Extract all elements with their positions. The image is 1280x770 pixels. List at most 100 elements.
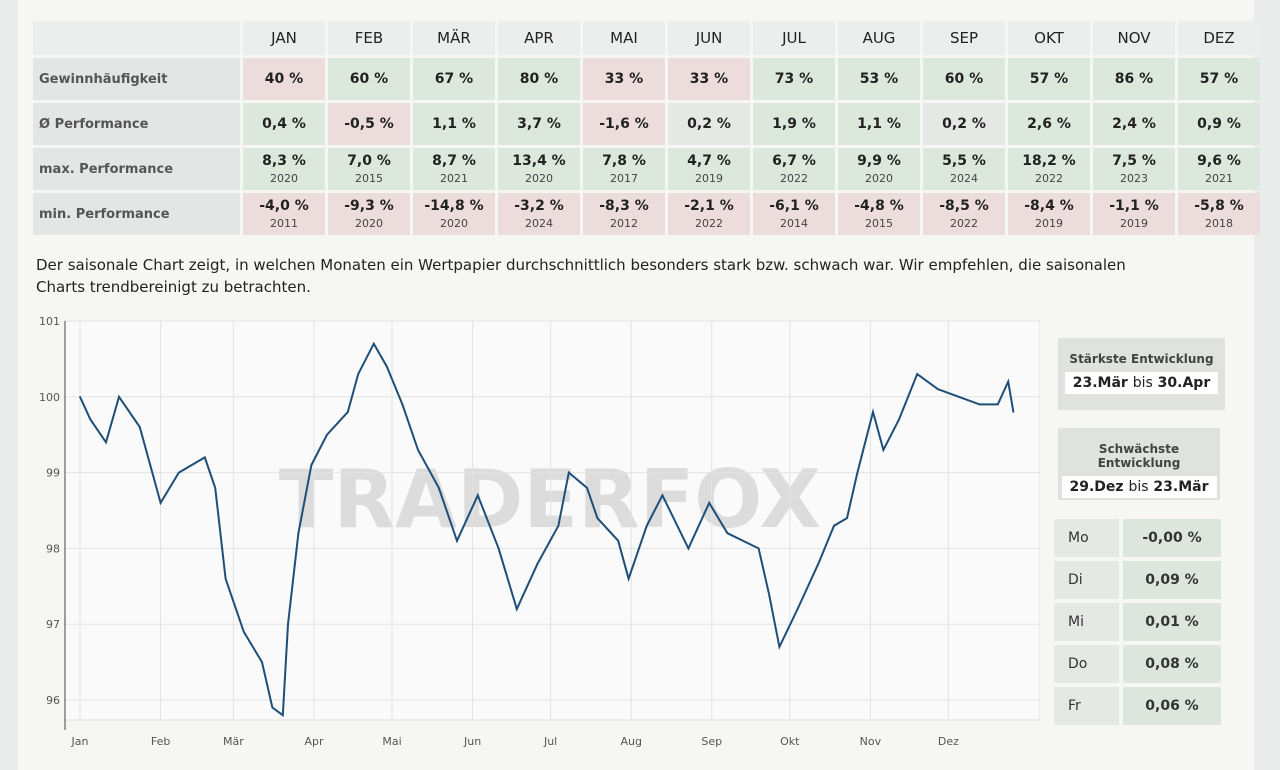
y-tick-label: 97 <box>46 618 60 631</box>
cell-value: 0,9 % <box>1197 116 1241 132</box>
cell-value: -1,6 % <box>599 116 649 132</box>
cell-value: 4,7 % <box>687 153 731 169</box>
cell-value: 33 % <box>604 71 644 87</box>
weekday-row: Mi 0,01 % <box>1054 603 1221 641</box>
cell-value: 0,4 % <box>262 116 306 132</box>
data-point <box>978 403 981 406</box>
x-tick-label: Nov <box>860 735 882 748</box>
seasonality-table: JAN FEB MÄR APR MAI JUN JUL AUG SEP OKT NOV DEZ Gewi… <box>30 18 1263 238</box>
cell-value: -14,8 % <box>424 198 484 214</box>
x-tick-label: Jul <box>543 735 557 748</box>
cell-value: 33 % <box>689 71 729 87</box>
x-tick-label: Mär <box>223 735 244 748</box>
table-cell: 9,6 % 2021 <box>1178 148 1260 190</box>
cell-value: 5,5 % <box>942 153 986 169</box>
data-point <box>178 471 180 474</box>
data-point <box>204 456 206 459</box>
row-label: Gewinnhäufigkeit <box>33 58 240 100</box>
data-point <box>833 524 835 527</box>
month-header: OKT <box>1008 21 1090 55</box>
x-tick-label: Dez <box>938 735 959 748</box>
table-cell: 8,7 % 2021 <box>413 148 495 190</box>
data-point <box>872 411 874 413</box>
table-cell: -6,1 % 2014 <box>753 193 835 235</box>
cell-year: 2024 <box>950 172 978 185</box>
cell-value: 13,4 % <box>512 153 566 169</box>
weekday-label: Mo <box>1054 519 1119 557</box>
cell-year: 2020 <box>440 217 468 230</box>
table-cell: -3,2 % 2024 <box>498 193 580 235</box>
month-header: DEZ <box>1178 21 1260 55</box>
cell-value: -8,5 % <box>939 198 989 214</box>
cell-year: 2018 <box>1205 217 1233 230</box>
data-point <box>297 532 300 535</box>
table-cell: -9,3 % 2020 <box>328 193 410 235</box>
y-tick-label: 98 <box>46 542 60 555</box>
table-cell: 8,3 % 2020 <box>243 148 325 190</box>
cell-value: 3,7 % <box>517 116 561 132</box>
table-cell: 9,9 % 2020 <box>838 148 920 190</box>
weekday-value: 0,08 % <box>1123 645 1221 683</box>
weekday-value: 0,06 % <box>1123 687 1221 725</box>
data-point <box>287 623 289 625</box>
table-cell: 57 % <box>1178 58 1260 100</box>
cell-value: 0,2 % <box>687 116 731 132</box>
data-point <box>708 502 710 504</box>
cell-value: -8,3 % <box>599 198 649 214</box>
weekday-row: Do 0,08 % <box>1054 645 1221 683</box>
table-cell: 7,0 % 2015 <box>328 148 410 190</box>
data-point <box>882 449 885 451</box>
data-point <box>497 547 500 550</box>
table-cell: -14,8 % 2020 <box>413 193 495 235</box>
cell-year: 2023 <box>1120 172 1148 185</box>
table-cell: -8,5 % 2022 <box>923 193 1005 235</box>
month-header: APR <box>498 21 580 55</box>
cell-value: -3,2 % <box>514 198 564 214</box>
month-header: MÄR <box>413 21 495 55</box>
cell-year: 2019 <box>1120 217 1148 230</box>
table-cell: 0,2 % <box>923 103 1005 145</box>
table-cell: 60 % <box>328 58 410 100</box>
data-point <box>661 494 664 497</box>
table-cell: 4,7 % 2019 <box>668 148 750 190</box>
weekday-row: Mo -0,00 % <box>1054 519 1221 557</box>
data-point <box>768 593 770 595</box>
plot-area <box>64 320 1040 721</box>
data-point <box>417 449 419 451</box>
cell-value: 1,1 % <box>857 116 901 132</box>
cell-year: 2019 <box>695 172 723 185</box>
cell-value: 8,3 % <box>262 153 306 169</box>
data-point <box>627 577 630 580</box>
data-point <box>916 373 918 375</box>
data-point <box>261 661 263 663</box>
table-cell: -4,0 % 2011 <box>243 193 325 235</box>
cell-value: 0,2 % <box>942 116 986 132</box>
x-tick-label: Jun <box>463 735 481 748</box>
data-point <box>516 608 518 610</box>
data-point <box>401 403 404 406</box>
cell-value: 18,2 % <box>1022 153 1076 169</box>
weekday-label: Mi <box>1054 603 1119 641</box>
row-label: min. Performance <box>33 193 240 235</box>
cell-value: 7,5 % <box>1112 153 1156 169</box>
table-row: min. Performance -4,0 % 2011 -9,3 % 2020 -14,… <box>33 193 1260 235</box>
weekday-table: Mo -0,00 % Di 0,09 % Mi 0,01 % Do 0,08 % Fr 0,06 … <box>1050 515 1225 729</box>
data-point <box>937 388 939 391</box>
cell-value: -1,1 % <box>1109 198 1159 214</box>
month-header: NOV <box>1093 21 1175 55</box>
data-point <box>159 502 162 504</box>
weekday-label: Fr <box>1054 687 1119 725</box>
table-cell: 86 % <box>1093 58 1175 100</box>
data-point <box>310 464 313 466</box>
cell-year: 2020 <box>525 172 553 185</box>
cell-value: 1,1 % <box>432 116 476 132</box>
data-point <box>557 524 560 527</box>
cell-year: 2011 <box>270 217 298 230</box>
data-point <box>118 396 120 398</box>
data-point <box>817 562 820 565</box>
cell-value: 73 % <box>774 71 814 87</box>
cell-value: 57 % <box>1199 71 1239 87</box>
strongest-to: 30.Apr <box>1157 375 1211 391</box>
month-header: FEB <box>328 21 410 55</box>
table-cell: 57 % <box>1008 58 1090 100</box>
